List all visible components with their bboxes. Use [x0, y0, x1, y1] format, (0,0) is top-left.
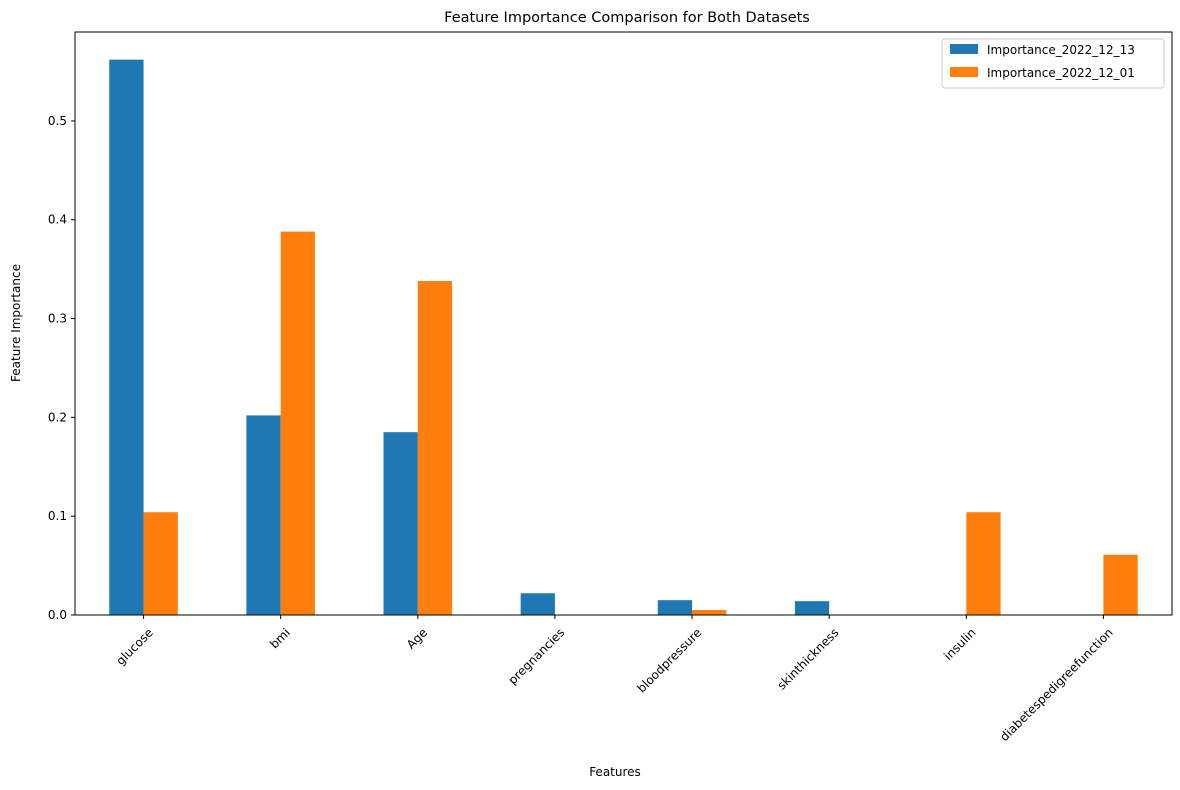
- legend-label-series-1: Importance_2022_12_13: [987, 43, 1135, 57]
- x-tick-label-bmi: bmi: [267, 625, 293, 651]
- x-tick-label-insulin: insulin: [941, 625, 979, 663]
- x-tick-label-bloodpressure: bloodpressure: [634, 625, 704, 695]
- y-tick-label: 0.2: [48, 410, 67, 424]
- bars-layer: [109, 59, 1138, 616]
- bar-series-1-bmi: [246, 415, 281, 615]
- y-tick-label: 0.4: [48, 213, 67, 227]
- legend-swatch-series-2: [950, 67, 978, 77]
- x-tick-label-skinthickness: skinthickness: [774, 625, 841, 692]
- x-axis-label: Features: [589, 765, 641, 779]
- bar-series-1-skinthickness: [794, 601, 830, 615]
- legend-swatch-series-1: [950, 44, 978, 54]
- bar-series-2-age: [417, 281, 453, 615]
- bar-series-2-glucose: [143, 512, 178, 615]
- bar-series-1-pregnancies: [520, 593, 555, 615]
- y-tick-label: 0.3: [48, 312, 67, 326]
- y-tick-label: 0.5: [48, 114, 67, 128]
- y-axis-label: Feature Importance: [9, 264, 23, 382]
- bar-series-2-insulin: [966, 512, 1001, 615]
- legend-frame: [941, 38, 1165, 89]
- y-tick-label: 0.0: [48, 608, 67, 622]
- x-tick-label-pregnancies: pregnancies: [505, 625, 567, 687]
- y-axis: 0.0 0.1 0.2 0.3 0.4 0.5: [48, 114, 75, 622]
- plot-frame: [74, 31, 1173, 616]
- bar-series-1-age: [383, 432, 418, 615]
- x-axis: glucose bmi Age pregnancies bloodpressure ski…: [113, 615, 1116, 744]
- chart-title: Feature Importance Comparison for Both D…: [444, 10, 810, 26]
- legend: Importance_2022_12_13 Importance_2022_12…: [941, 38, 1165, 89]
- x-tick-label-age: Age: [404, 625, 430, 651]
- y-tick-label: 0.1: [48, 509, 67, 523]
- bar-series-2-bloodpressure: [692, 610, 727, 615]
- legend-label-series-2: Importance_2022_12_01: [987, 66, 1135, 80]
- bar-series-2-bmi: [280, 231, 315, 615]
- x-tick-label-diabetespedigreefunction: diabetespedigreefunction: [997, 625, 1116, 744]
- bar-series-1-bloodpressure: [657, 600, 693, 615]
- bar-series-2-diabetespedigreefunction: [1103, 554, 1138, 615]
- bar-series-1-glucose: [109, 59, 144, 616]
- x-tick-label-glucose: glucose: [113, 625, 156, 668]
